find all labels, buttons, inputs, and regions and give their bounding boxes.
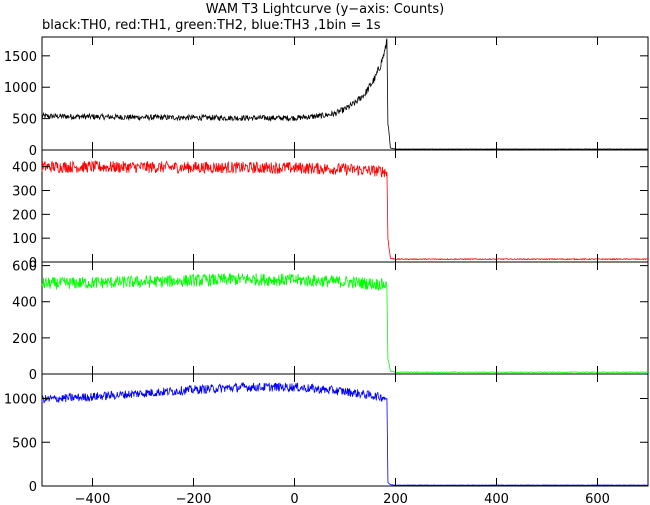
x-tick-label: 200 [383, 492, 408, 505]
series-line-TH1 [41, 160, 649, 261]
series-line-TH0 [41, 38, 649, 150]
series-line-TH3 [41, 381, 649, 486]
y-tick-label: 200 [12, 332, 37, 347]
panel-frame-TH0 [41, 36, 649, 151]
y-tick-label: 200 [12, 208, 37, 223]
y-tick-label: 0 [29, 480, 37, 495]
x-tick-label: −200 [176, 492, 212, 505]
x-tick-label: 600 [585, 492, 610, 505]
series-line-TH2 [41, 273, 649, 374]
panel-frame-TH3 [41, 373, 649, 487]
y-tick-label: 0 [29, 256, 37, 271]
chart-title: WAM T3 Lightcurve (y−axis: Counts) [205, 2, 445, 17]
panel-frame-TH2 [41, 261, 649, 375]
x-tick-label: −400 [75, 492, 111, 505]
y-tick-label: 1000 [4, 393, 37, 408]
x-tick-label: 0 [290, 492, 298, 505]
y-tick-label: 0 [29, 368, 37, 383]
y-tick-label: 500 [12, 113, 37, 128]
x-tick-label: 400 [484, 492, 509, 505]
y-tick-label: 400 [12, 161, 37, 176]
y-tick-label: 1500 [4, 50, 37, 65]
chart-subtitle: black:TH0, red:TH1, green:TH2, blue:TH3 … [42, 18, 381, 33]
y-tick-label: 400 [12, 296, 37, 311]
y-tick-label: 1000 [4, 81, 37, 96]
y-tick-label: 500 [12, 436, 37, 451]
y-tick-label: 300 [12, 185, 37, 200]
y-tick-label: 600 [12, 260, 37, 275]
y-tick-label: 0 [29, 144, 37, 159]
y-tick-label: 100 [12, 232, 37, 247]
